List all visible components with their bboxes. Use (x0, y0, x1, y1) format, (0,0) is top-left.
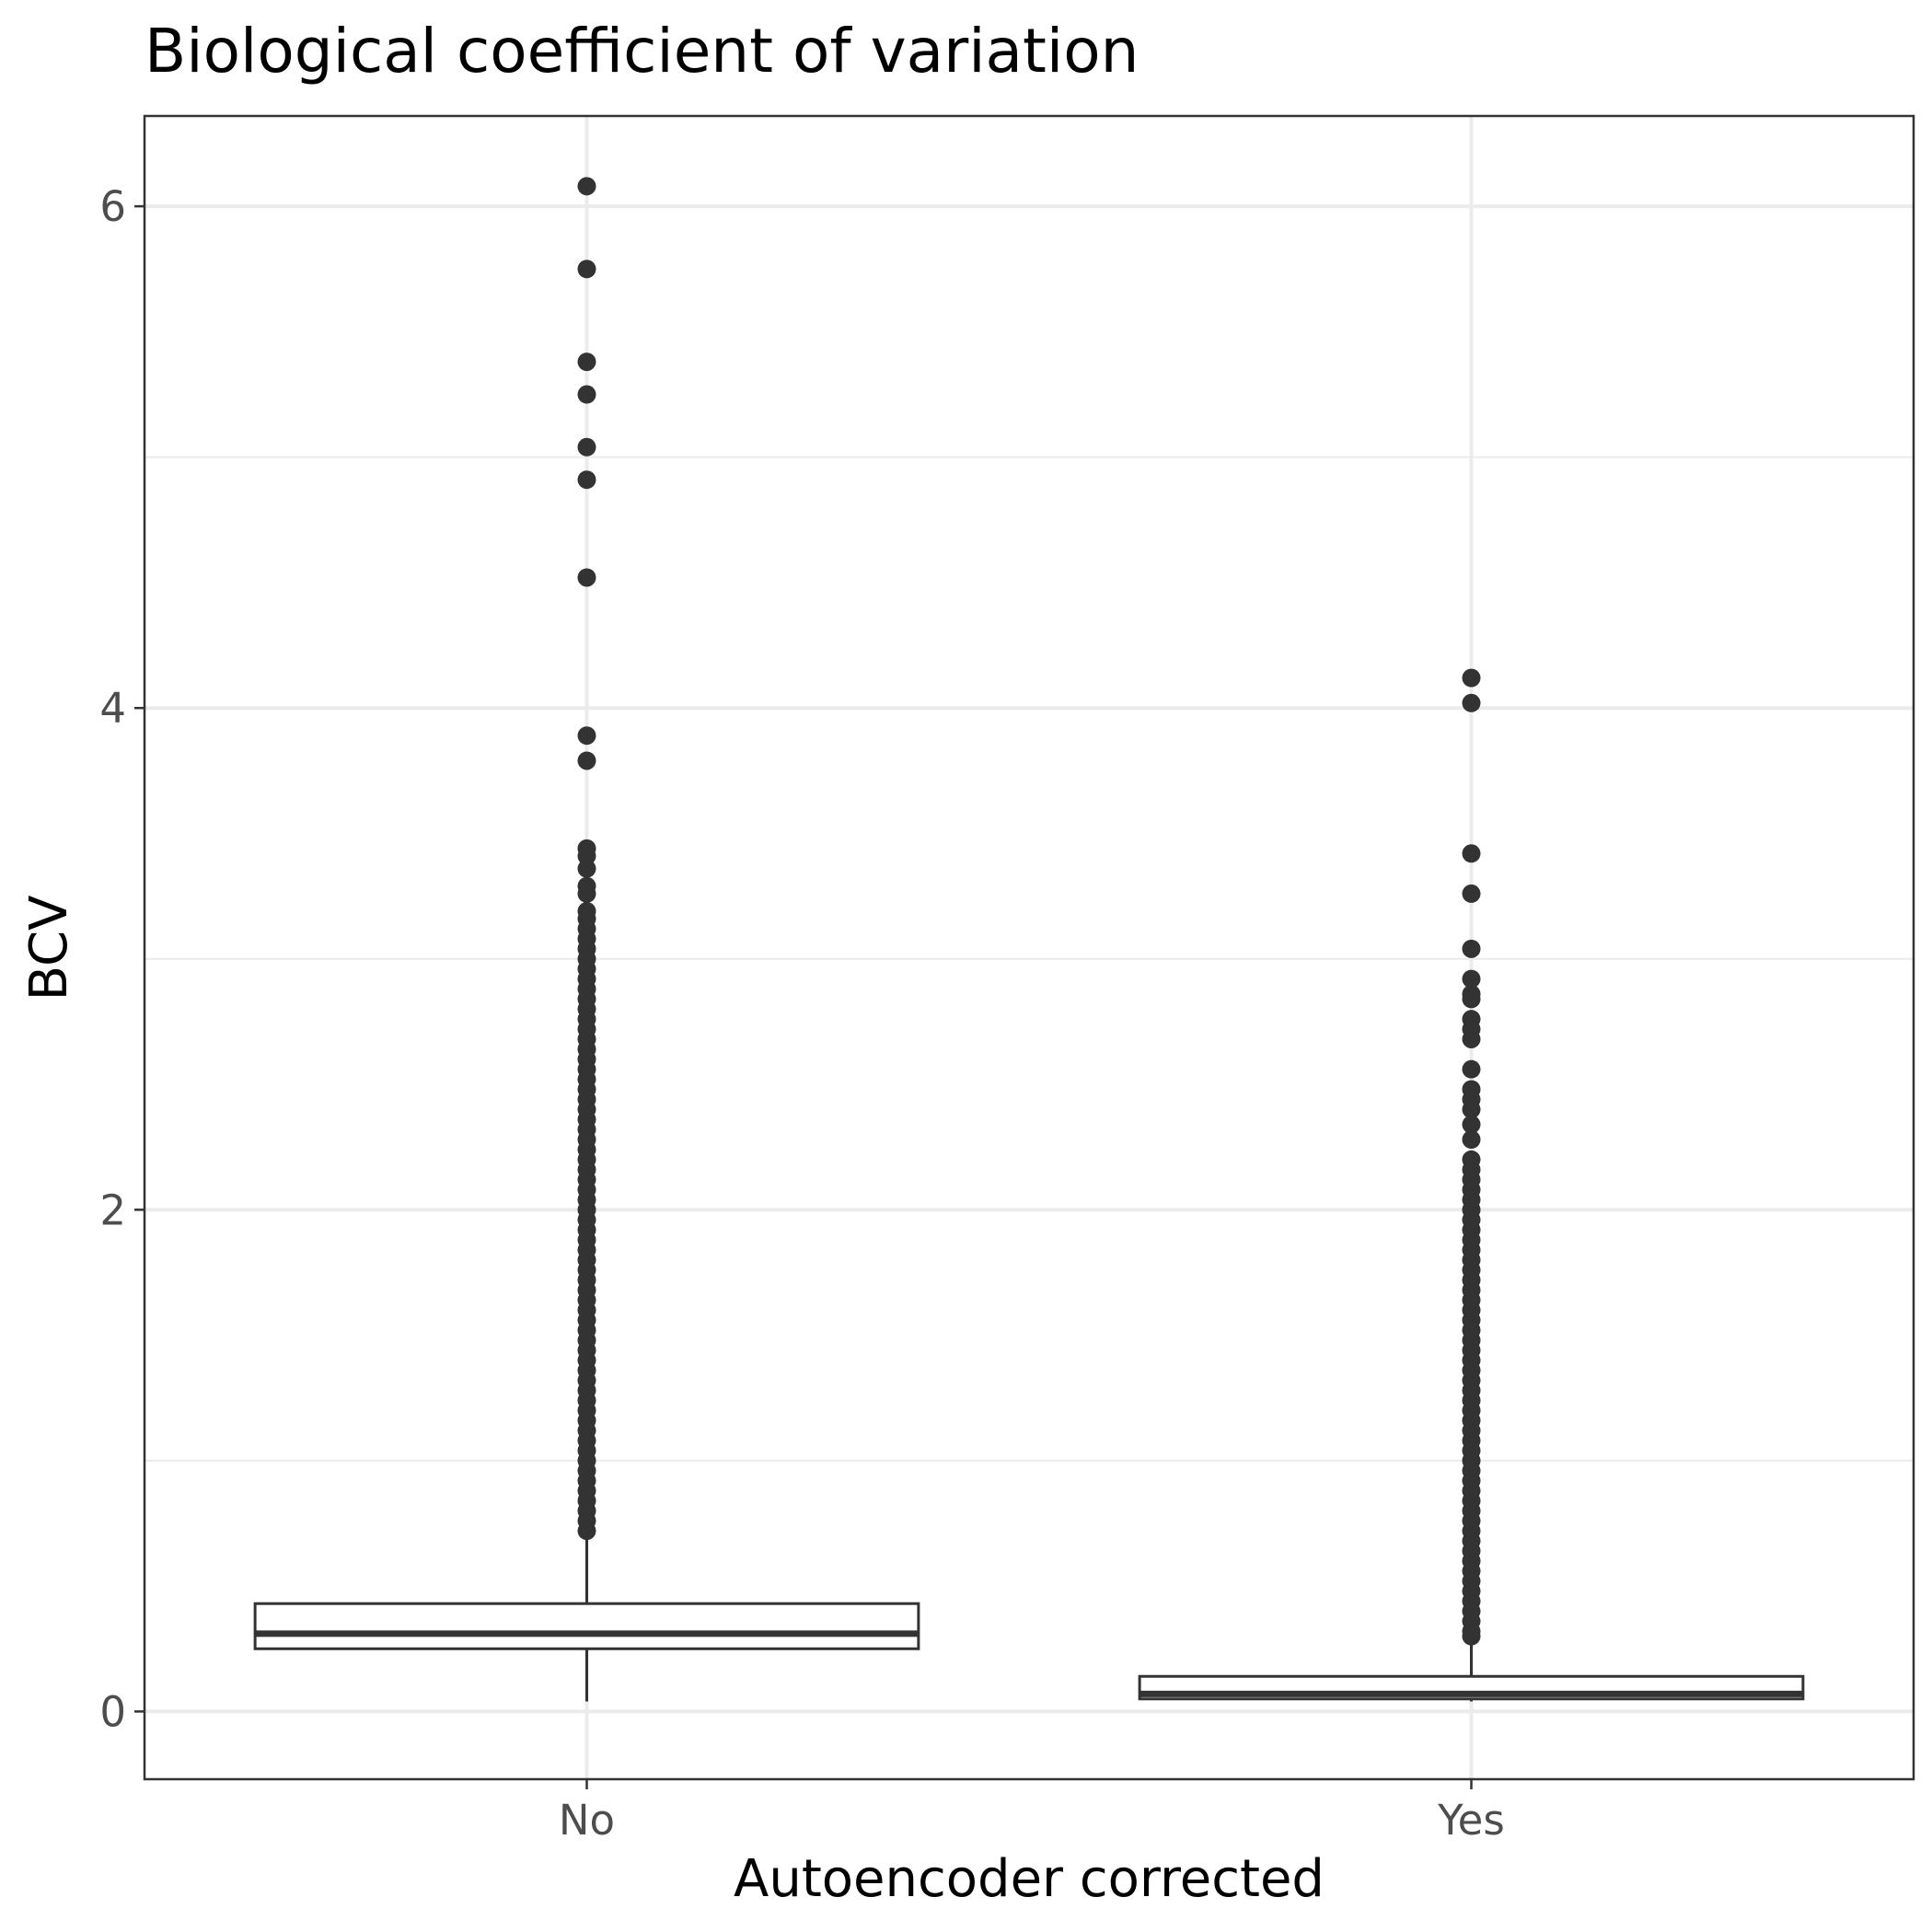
outlier-point (577, 177, 596, 196)
outlier-point (577, 260, 596, 279)
chart-title: Biological coefficient of variation (145, 16, 1139, 87)
y-tick-label: 2 (99, 1186, 126, 1234)
outlier-point (1462, 844, 1481, 863)
outlier-point (577, 353, 596, 372)
outlier-point (1462, 1130, 1481, 1149)
outlier-point (1462, 693, 1481, 712)
box-series (253, 177, 1805, 1702)
outlier-point (1462, 939, 1481, 958)
box-no (253, 177, 920, 1702)
outlier-point (1462, 668, 1481, 688)
box-iqr (253, 1602, 920, 1650)
outlier-point (1462, 989, 1481, 1009)
outlier-point (577, 751, 596, 770)
outlier-point (577, 726, 596, 746)
outlier-point (1462, 1115, 1481, 1134)
outlier-point (1462, 1059, 1481, 1079)
y-tick-label: 6 (99, 182, 126, 231)
outlier-point (577, 437, 596, 457)
outlier-point (577, 568, 596, 587)
outlier-point (1462, 969, 1481, 989)
outlier-point (1462, 884, 1481, 903)
x-tick-label: No (559, 1796, 615, 1845)
outlier-point (577, 884, 596, 903)
x-axis: No Yes (559, 1779, 1505, 1845)
outlier-point (1462, 1100, 1481, 1119)
y-axis: 0 2 4 6 (99, 182, 145, 1736)
outlier-point (577, 859, 596, 878)
y-tick-label: 0 (99, 1687, 126, 1736)
x-axis-title: Autoencoder corrected (734, 1849, 1325, 1909)
y-axis-title: BCV (19, 896, 79, 1001)
box-yes (1138, 668, 1805, 1702)
outlier-point (577, 385, 596, 404)
panel-border (143, 114, 1915, 1781)
outlier-point (1462, 1626, 1481, 1646)
y-tick-label: 4 (99, 684, 126, 733)
outlier-point (577, 1521, 596, 1541)
x-tick-label: Yes (1437, 1796, 1505, 1845)
outlier-point (577, 470, 596, 490)
outlier-point (1462, 1029, 1481, 1048)
